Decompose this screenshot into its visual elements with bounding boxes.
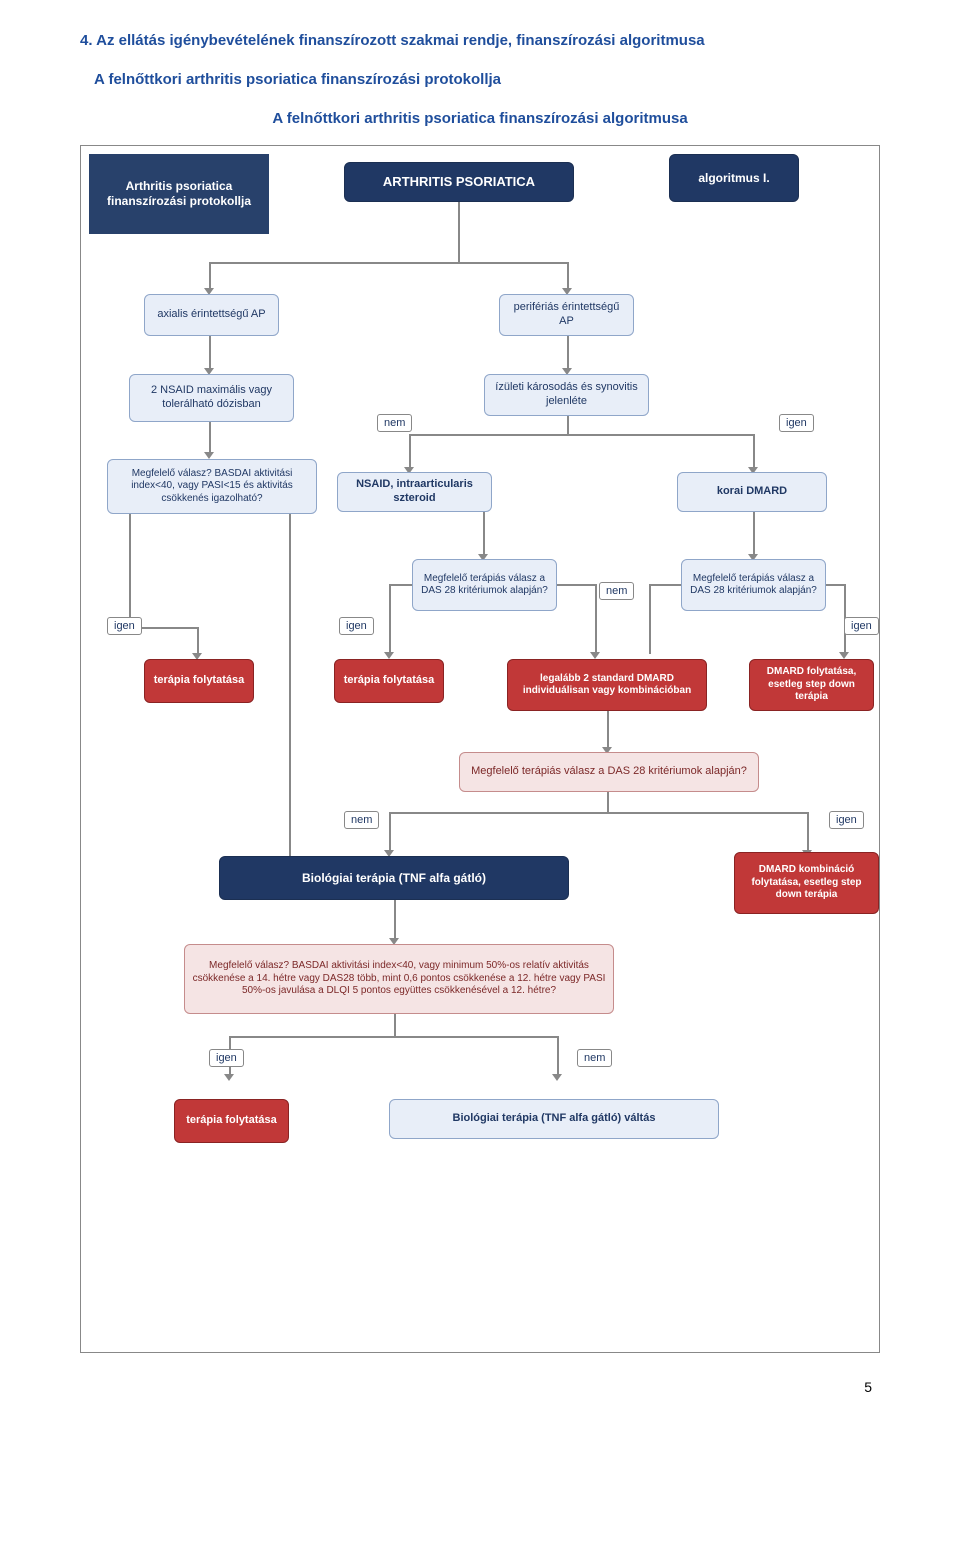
section-heading: 4. Az ellátás igénybevételének finanszír… <box>80 30 880 51</box>
node-terapia-2: terápia folytatása <box>334 659 444 703</box>
label-igen-1: igen <box>779 414 814 432</box>
node-legalabb: legalább 2 standard DMARD individuálisan… <box>507 659 707 711</box>
node-terapia-3: terápia folytatása <box>174 1099 289 1143</box>
label-nem-d: nem <box>577 1049 612 1067</box>
node-megf-das-a: Megfelelő terápiás válasz a DAS 28 krité… <box>412 559 557 611</box>
node-terapia-1: terápia folytatása <box>144 659 254 703</box>
page-number: 5 <box>864 1379 872 1395</box>
node-bio-tnf: Biológiai terápia (TNF alfa gátló) <box>219 856 569 900</box>
node-periferias: perifériás érintettségű AP <box>499 294 634 336</box>
flowchart-frame: Arthritis psoriatica finanszírozási prot… <box>80 145 880 1353</box>
algorithm-title: A felnőttkori arthritis psoriatica finan… <box>80 110 880 127</box>
node-dmard-komb: DMARD kombináció folytatása, esetleg ste… <box>734 852 879 914</box>
label-igen-right: igen <box>844 617 879 635</box>
node-main-title: ARTHRITIS PSORIATICA <box>344 162 574 202</box>
flowchart: Arthritis psoriatica finanszírozási prot… <box>89 154 871 1344</box>
node-nsaid-max: 2 NSAID maximális vagy tolerálható dózis… <box>129 374 294 422</box>
node-megf-das-c: Megfelelő terápiás válasz a DAS 28 krité… <box>459 752 759 792</box>
label-igen-left: igen <box>107 617 142 635</box>
label-nem-1: nem <box>377 414 412 432</box>
node-side-title: Arthritis psoriatica finanszírozási prot… <box>89 154 269 234</box>
label-nem-c: nem <box>344 811 379 829</box>
label-nem-mid: nem <box>599 582 634 600</box>
node-megf-das-b: Megfelelő terápiás válasz a DAS 28 krité… <box>681 559 826 611</box>
label-igen-mid: igen <box>339 617 374 635</box>
node-megf-basdai: Megfelelő válasz? BASDAI aktivitási inde… <box>107 459 317 514</box>
node-bio-valtas: Biológiai terápia (TNF alfa gátló) váltá… <box>389 1099 719 1139</box>
label-igen-c: igen <box>829 811 864 829</box>
node-korai-dmard: korai DMARD <box>677 472 827 512</box>
section-subheading: A felnőttkori arthritis psoriatica finan… <box>94 71 880 88</box>
node-megf-basdai2: Megfelelő válasz? BASDAI aktivitási inde… <box>184 944 614 1014</box>
node-axialis: axialis érintettségű AP <box>144 294 279 336</box>
node-dmard-foly: DMARD folytatása, esetleg step down terá… <box>749 659 874 711</box>
node-izuleti: ízületi károsodás és synovitis jelenléte <box>484 374 649 416</box>
label-igen-d: igen <box>209 1049 244 1067</box>
node-algo: algoritmus I. <box>669 154 799 202</box>
node-nsaid-intra: NSAID, intraarticularis szteroid <box>337 472 492 512</box>
